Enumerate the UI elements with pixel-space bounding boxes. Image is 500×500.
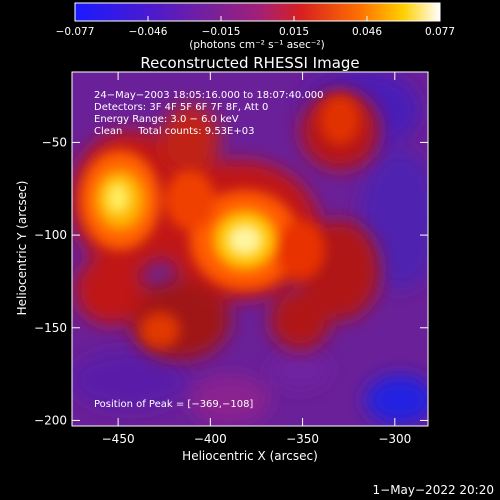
x-tick-label: −300 xyxy=(378,432,411,446)
y-axis-label: Heliocentric Y (arcsec) xyxy=(15,181,29,316)
colorbar: −0.077 −0.046 −0.015 0.015 0.046 0.077 (photo… xyxy=(56,2,455,51)
colorbar-tick-label: 0.077 xyxy=(425,26,455,38)
x-tick-label: −400 xyxy=(194,432,227,446)
y-tick-label: −50 xyxy=(42,135,67,149)
colorbar-gradient xyxy=(75,3,440,21)
footer-date: 1−May−2022 20:20 xyxy=(373,483,495,497)
annotation-peak-position: Position of Peak = [−369,−108] xyxy=(94,399,253,410)
annotation-detectors: Detectors: 3F 4F 5F 6F 7F 8F, Att 0 xyxy=(94,102,268,113)
colorbar-tick-label: 0.015 xyxy=(279,26,309,38)
x-axis-ticks: −450 −400 −350 −300 xyxy=(102,72,411,446)
annotation-energy-range: Energy Range: 3.0 − 6.0 keV xyxy=(94,114,239,125)
y-tick-label: −200 xyxy=(34,413,67,427)
x-tick-label: −350 xyxy=(286,432,319,446)
y-tick-label: −150 xyxy=(34,321,67,335)
x-tick-label: −450 xyxy=(102,432,135,446)
annotation-time-range: 24−May−2003 18:05:16.000 to 18:07:40.000 xyxy=(94,90,324,101)
rhessi-image xyxy=(72,72,428,426)
y-axis-ticks: −50 −100 −150 −200 xyxy=(34,135,428,427)
y-tick-label: −100 xyxy=(34,228,67,242)
colorbar-ticks: −0.077 −0.046 −0.015 0.015 0.046 0.077 xyxy=(56,16,455,38)
colorbar-tick-label: −0.046 xyxy=(129,26,168,38)
x-axis-label: Heliocentric X (arcsec) xyxy=(182,449,318,463)
colorbar-tick-label: −0.077 xyxy=(56,26,95,38)
plot-title: Reconstructed RHESSI Image xyxy=(140,54,359,72)
annotation-clean-counts: Clean Total counts: 9.53E+03 xyxy=(94,126,254,137)
plot-frame xyxy=(71,71,429,427)
colorbar-tick-label: −0.015 xyxy=(202,26,241,38)
colorbar-tick-label: 0.046 xyxy=(352,26,382,38)
colorbar-units-label: (photons cm⁻² s⁻¹ asec⁻²) xyxy=(189,39,324,51)
